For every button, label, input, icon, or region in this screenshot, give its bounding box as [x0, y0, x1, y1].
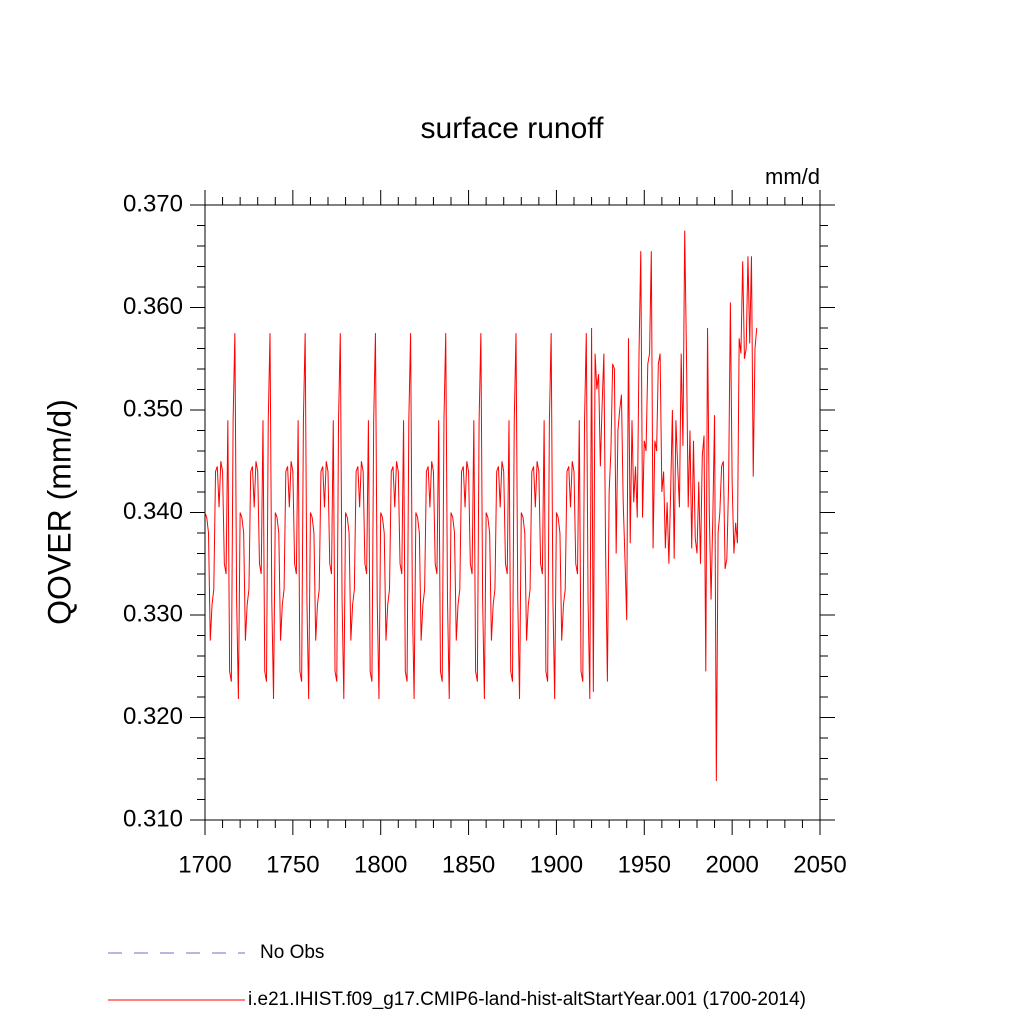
legend-label: i.e21.IHIST.f09_g17.CMIP6-land-hist-altS…	[248, 989, 806, 1010]
x-tick-label: 2000	[705, 851, 758, 878]
y-tick-label: 0.360	[123, 293, 183, 320]
y-axis-label: QOVER (mm/d)	[41, 399, 77, 625]
x-tick-label: 1800	[354, 851, 407, 878]
y-tick-label: 0.320	[123, 703, 183, 730]
legend-label: No Obs	[260, 942, 324, 963]
y-tick-label: 0.310	[123, 805, 183, 832]
y-tick-label: 0.370	[123, 190, 183, 217]
x-tick-label: 1750	[266, 851, 319, 878]
y-tick-label: 0.330	[123, 600, 183, 627]
x-tick-label: 1900	[530, 851, 583, 878]
chart-title: surface runoff	[421, 112, 605, 145]
x-tick-label: 1700	[178, 851, 231, 878]
y-tick-label: 0.350	[123, 395, 183, 422]
data-line	[204, 230, 758, 782]
y-tick-label: 0.340	[123, 498, 183, 525]
x-tick-label: 2050	[793, 851, 846, 878]
units-label: mm/d	[765, 164, 820, 189]
x-tick-label: 1850	[442, 851, 495, 878]
x-tick-label: 1950	[618, 851, 671, 878]
